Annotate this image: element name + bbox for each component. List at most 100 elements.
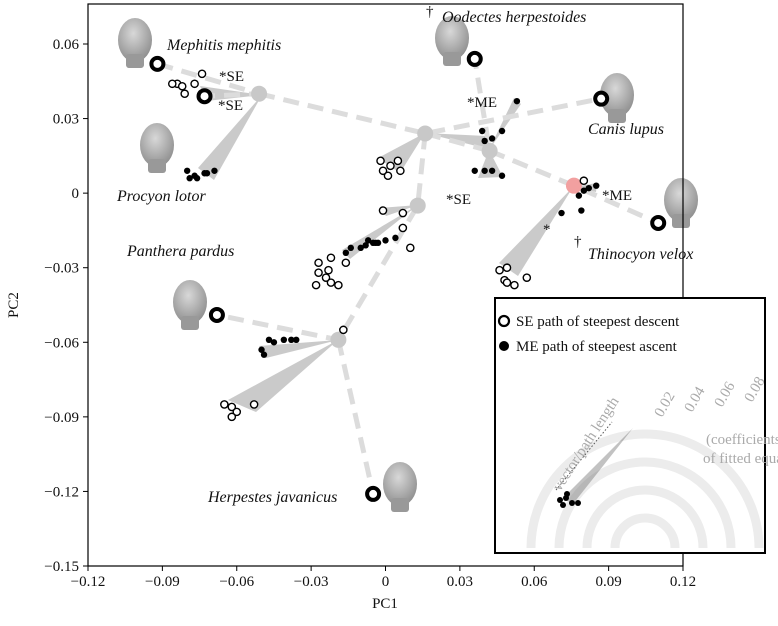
inset-arcs — [526, 429, 764, 549]
annotation: *ME — [467, 95, 497, 111]
me-point — [498, 172, 506, 179]
se-point — [167, 79, 177, 89]
branch — [424, 58, 493, 155]
me-point — [288, 336, 295, 343]
x-axis-label: PC1 — [372, 596, 398, 612]
species-label: Mephitis mephitis — [166, 37, 281, 54]
se-point — [398, 208, 408, 218]
me-point — [342, 249, 350, 256]
se-point — [522, 273, 532, 282]
tip — [650, 214, 667, 231]
se-point — [341, 258, 351, 268]
inset-vector — [563, 428, 633, 504]
skull-shape — [173, 280, 207, 324]
se-point — [405, 243, 415, 253]
inset-note: of fitted equation) — [703, 451, 778, 467]
me-point — [183, 167, 191, 174]
se-point — [180, 89, 189, 99]
skull-shape — [435, 16, 469, 60]
skull-shape — [383, 462, 417, 506]
se-point — [326, 253, 336, 263]
se-point — [311, 280, 321, 290]
me-point — [498, 127, 506, 135]
legend-entry: ME path of steepest ascent — [516, 339, 678, 355]
species-label: Thinocyon velox — [588, 246, 693, 263]
skull-shape — [600, 73, 634, 117]
se-point — [321, 273, 331, 282]
me-point — [203, 170, 211, 177]
x-tick-label: 0.12 — [670, 574, 696, 590]
x-tick-label: −0.06 — [219, 574, 254, 590]
me-point — [488, 167, 496, 174]
branch — [258, 91, 602, 137]
skull-icon — [140, 123, 174, 173]
se-point — [502, 278, 512, 287]
se-point — [398, 223, 408, 233]
skull-shape — [181, 316, 199, 330]
skull-shape — [608, 109, 626, 123]
tip — [149, 55, 166, 72]
y-tick-label: 0.06 — [53, 37, 80, 53]
annotation: *ME — [602, 188, 632, 204]
y-tick-label: −0.06 — [44, 335, 79, 351]
node — [481, 142, 498, 159]
tip — [593, 90, 610, 107]
se-point — [324, 265, 333, 275]
se-point — [232, 407, 242, 417]
y-tick-label: −0.15 — [44, 559, 79, 575]
legend-marker — [499, 341, 509, 351]
skull-shape — [118, 18, 152, 62]
y-tick-label: 0.03 — [53, 112, 79, 128]
x-tick-label: −0.03 — [294, 574, 329, 590]
se-point — [502, 263, 512, 273]
x-tick-label: −0.12 — [71, 574, 106, 590]
se-point — [190, 79, 199, 89]
se-point — [326, 278, 336, 287]
skull-shape — [140, 123, 174, 167]
tip — [466, 50, 483, 67]
x-tick-label: 0.06 — [521, 574, 548, 590]
tip — [196, 88, 213, 105]
me-point — [471, 167, 478, 174]
se-point — [378, 166, 388, 176]
vector-fans — [198, 86, 597, 412]
node — [417, 125, 434, 142]
annotation: † — [574, 234, 582, 250]
inset-dots — [557, 491, 581, 508]
y-tick-label: 0 — [72, 186, 80, 202]
x-tick-label: 0 — [382, 574, 390, 590]
me-point — [362, 242, 369, 249]
se-point — [339, 325, 348, 335]
se-point — [334, 280, 343, 290]
se-point — [220, 400, 229, 409]
annotation: † — [426, 4, 434, 20]
me-point — [478, 127, 486, 135]
me-point — [258, 346, 265, 353]
me-point — [382, 237, 389, 244]
se-point — [314, 258, 323, 268]
me-point — [585, 184, 592, 192]
me-point — [575, 192, 583, 199]
me-point — [558, 209, 565, 217]
legend-marker — [497, 314, 511, 328]
skull-shape — [443, 52, 461, 66]
inset-length-line — [555, 421, 613, 491]
me-point — [260, 351, 268, 358]
inset-note: (coefficients — [706, 432, 778, 448]
y-axis-label: PC2 — [6, 292, 22, 318]
me-point — [580, 187, 588, 194]
se-point — [314, 268, 323, 277]
me-point — [293, 336, 300, 343]
me-point — [481, 137, 488, 145]
me-point — [211, 167, 218, 174]
se-point — [495, 265, 504, 275]
me-point — [488, 135, 496, 142]
me-point — [392, 234, 399, 242]
me-point — [364, 237, 372, 244]
y-tick-label: −0.09 — [44, 410, 79, 426]
me-point — [513, 97, 521, 105]
se-point — [227, 402, 237, 412]
me-point — [193, 175, 201, 182]
